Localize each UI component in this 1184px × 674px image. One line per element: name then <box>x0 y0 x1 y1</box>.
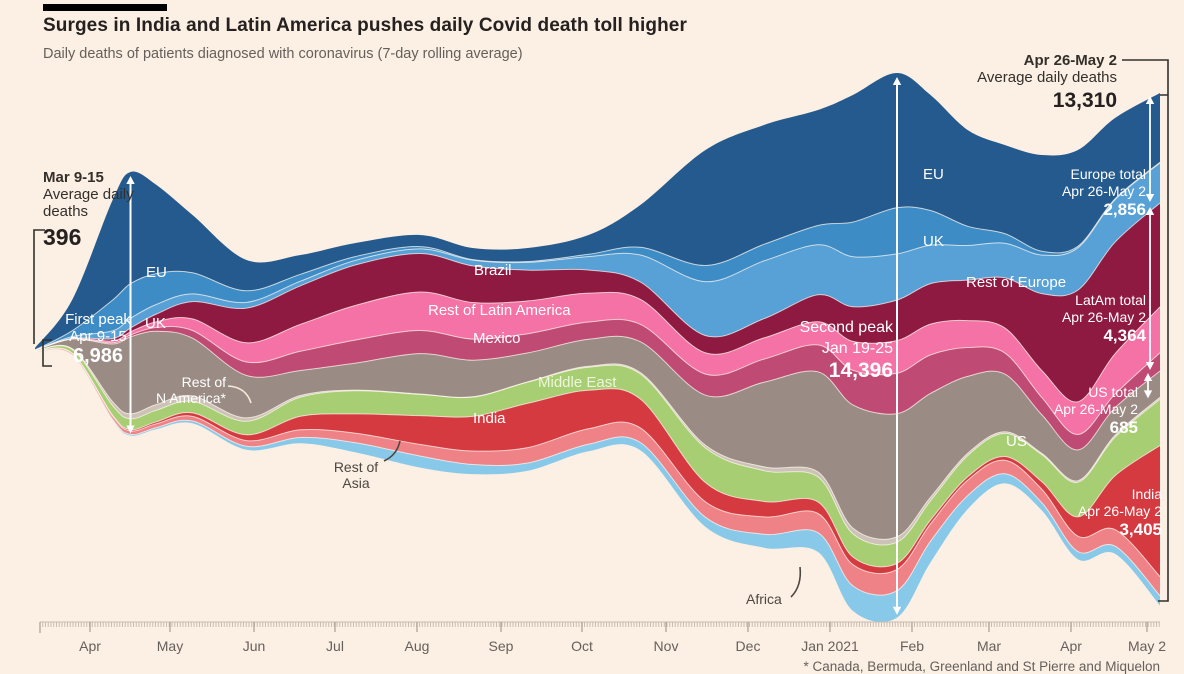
band-label-africa: Africa <box>746 591 782 607</box>
band-label-rest-latam: Rest of Latin America <box>428 302 571 319</box>
band-label-rest-asia: Rest of Asia <box>320 459 392 491</box>
band-india <box>35 348 1160 577</box>
band-label-india: India <box>473 410 506 427</box>
band-rest-of-europe <box>35 162 1160 351</box>
band-rest-of-latin-america <box>35 291 1160 435</box>
axis-month-label: Nov <box>653 638 679 654</box>
us-total-line2: Apr 26-May 2 <box>1053 401 1138 417</box>
band-label-mexico: Mexico <box>473 330 521 347</box>
india-total-line1: India <box>1131 486 1162 502</box>
axis-month-label: Jul <box>326 638 344 654</box>
axis-month-label: May 2 <box>1127 638 1167 654</box>
axis-month-label: Feb <box>899 638 925 654</box>
mar-peak-label: Mar 9-15 <box>43 169 104 186</box>
page-subtitle: Daily deaths of patients diagnosed with … <box>43 46 523 62</box>
latest-bracket <box>1122 59 1169 602</box>
india-total-annotation: India Apr 26-May 2 3,405 <box>1020 486 1162 539</box>
band-label-brazil: Brazil <box>474 262 512 279</box>
peak-arrows <box>126 77 1155 615</box>
latam-total-value: 4,364 <box>1103 326 1146 345</box>
axis-month-label: Sep <box>488 638 514 654</box>
axis-month-label: Apr <box>79 638 101 654</box>
mar-peak-desc2: deaths <box>43 203 89 220</box>
latam-total-line2: Apr 26-May 2 <box>1061 309 1146 325</box>
band-label-rest-na-line1: Rest of <box>181 374 226 390</box>
us-total-value: 685 <box>1109 418 1138 437</box>
band-us <box>35 331 1160 540</box>
latam-total-line1: LatAm total <box>1075 292 1146 308</box>
mar-peak-value: 396 <box>43 224 82 250</box>
rest-asia-callout <box>383 440 401 462</box>
axis-month-label: Oct <box>571 638 593 654</box>
second-peak-value: 14,396 <box>828 359 893 382</box>
africa-callout <box>790 566 802 598</box>
mar-peak-desc1: Average daily <box>43 186 134 203</box>
india-total-value: 3,405 <box>1119 520 1162 539</box>
europe-total-annotation: Europe total Apr 26-May 2 2,856 <box>1004 166 1146 219</box>
axis-month-label: Jan 2021 <box>801 638 859 654</box>
x-axis <box>39 621 1160 633</box>
axis-month-label: Aug <box>404 638 430 654</box>
second-peak-annotation: Second peak Jan 19-25 14,396 <box>751 317 893 383</box>
first-peak-annotation: First peak Apr 9-15 6,986 <box>33 311 163 368</box>
band-label-uk-right: UK <box>923 233 944 250</box>
band-label-uk-left: UK <box>145 315 166 332</box>
latest-label: Apr 26-May 2 <box>1023 52 1117 69</box>
europe-total-value: 2,856 <box>1103 200 1146 219</box>
latam-total-annotation: LatAm total Apr 26-May 2 4,364 <box>1004 292 1146 345</box>
first-peak-line1: First peak <box>65 311 131 328</box>
mar-peak-bracket <box>33 229 52 367</box>
band-label-eu-left: EU <box>146 264 167 281</box>
europe-total-line2: Apr 26-May 2 <box>1061 183 1146 199</box>
band-label-middle-east: Middle East <box>538 374 617 391</box>
europe-total-line1: Europe total <box>1070 166 1147 182</box>
band-label-us: US <box>1006 433 1027 450</box>
axis-month-label: May <box>156 638 184 654</box>
band-label-rest-asia-line2: Asia <box>342 475 370 491</box>
rest-na-callout <box>227 385 252 404</box>
us-total-annotation: US total Apr 26-May 2 685 <box>996 384 1138 437</box>
band-eu <box>35 73 1160 350</box>
footnote: * Canada, Bermuda, Greenland and St Pier… <box>803 659 1160 674</box>
mar-peak-annotation: Mar 9-15 Average daily deaths 396 <box>43 169 134 250</box>
band-middle-east <box>35 345 1160 567</box>
band-label-rest-na-line2: N America* <box>155 390 226 406</box>
latest-desc: Average daily deaths <box>977 69 1117 86</box>
band-label-rest-asia-line1: Rest of <box>333 459 379 475</box>
first-peak-line2: Apr 9-15 <box>69 328 127 345</box>
band-label-eu-right: EU <box>923 166 944 183</box>
band-label-rest-na: Rest of N America* <box>134 374 226 406</box>
band-mexico <box>35 319 1160 450</box>
second-peak-line2: Jan 19-25 <box>821 340 893 357</box>
second-peak-line1: Second peak <box>799 319 893 336</box>
axis-month-label: Mar <box>976 638 1002 654</box>
latest-annotation: Apr 26-May 2 Average daily deaths 13,310 <box>955 52 1117 113</box>
axis-month-label: Apr <box>1060 638 1082 654</box>
band-label-rest-europe: Rest of Europe <box>966 274 1067 291</box>
band-dividers <box>34 161 1161 597</box>
axis-month-label: Dec <box>735 638 761 654</box>
x-axis-labels: Apr May Jun Jul Aug Sep Oct Nov Dec Jan 2021 Feb Ma… <box>0 638 1184 658</box>
title-accent-bar <box>43 4 167 11</box>
us-total-line1: US total <box>1088 384 1138 400</box>
india-total-line2: Apr 26-May 2 <box>1077 503 1162 519</box>
first-peak-value: 6,986 <box>72 345 124 367</box>
band-brazil <box>35 203 1160 403</box>
page-title: Surges in India and Latin America pushes… <box>43 15 687 36</box>
stream-bands <box>35 73 1160 623</box>
axis-month-label: Jun <box>242 638 266 654</box>
latest-value: 13,310 <box>1052 89 1117 112</box>
